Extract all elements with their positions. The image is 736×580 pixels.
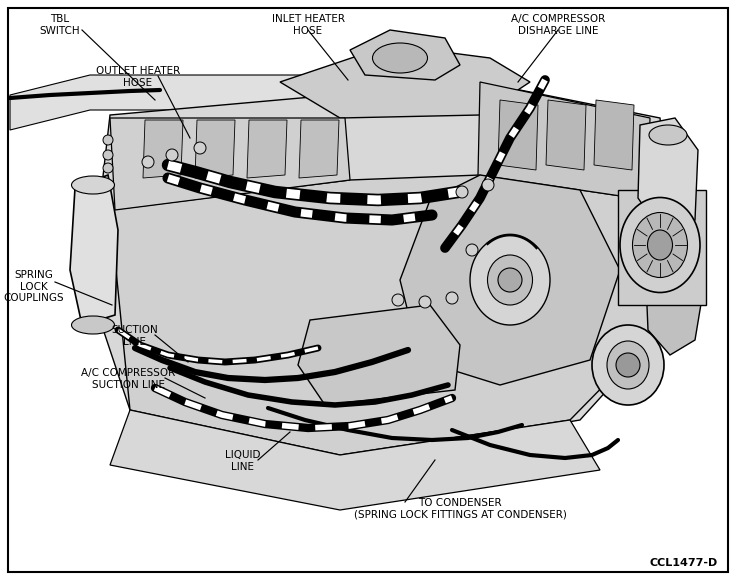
Ellipse shape: [649, 125, 687, 145]
Polygon shape: [110, 175, 678, 455]
Circle shape: [498, 268, 522, 292]
Ellipse shape: [607, 341, 649, 389]
Circle shape: [466, 244, 478, 256]
Text: LIQUID
LINE: LIQUID LINE: [225, 450, 261, 472]
Text: SUCTION
LINE: SUCTION LINE: [112, 325, 158, 347]
Ellipse shape: [487, 255, 533, 305]
Ellipse shape: [648, 230, 673, 260]
Circle shape: [419, 296, 431, 308]
Ellipse shape: [592, 325, 664, 405]
Circle shape: [446, 292, 458, 304]
Text: A/C COMPRESSOR
SUCTION LINE: A/C COMPRESSOR SUCTION LINE: [81, 368, 175, 390]
Ellipse shape: [372, 43, 428, 73]
Circle shape: [103, 150, 113, 160]
Polygon shape: [350, 30, 460, 80]
Bar: [618, 190, 706, 305]
Polygon shape: [280, 45, 530, 118]
Polygon shape: [594, 100, 634, 170]
Polygon shape: [110, 118, 350, 210]
Ellipse shape: [71, 316, 115, 334]
Polygon shape: [638, 118, 698, 230]
Circle shape: [456, 186, 468, 198]
Polygon shape: [400, 175, 620, 385]
Text: CCL1477-D: CCL1477-D: [650, 558, 718, 568]
Ellipse shape: [632, 212, 687, 277]
Circle shape: [103, 135, 113, 145]
Circle shape: [482, 179, 494, 191]
Polygon shape: [478, 82, 650, 200]
Text: SPRING
LOCK
COUPLINGS: SPRING LOCK COUPLINGS: [4, 270, 64, 303]
Polygon shape: [70, 175, 118, 325]
Polygon shape: [247, 120, 287, 178]
Polygon shape: [10, 75, 340, 130]
Circle shape: [103, 163, 113, 173]
Polygon shape: [298, 305, 460, 405]
Circle shape: [392, 294, 404, 306]
Polygon shape: [195, 120, 235, 178]
Polygon shape: [645, 200, 705, 355]
Circle shape: [166, 149, 178, 161]
Text: TO CONDENSER
(SPRING LOCK FITTINGS AT CONDENSER): TO CONDENSER (SPRING LOCK FITTINGS AT CO…: [353, 498, 567, 520]
Circle shape: [616, 353, 640, 377]
Polygon shape: [299, 120, 339, 178]
Ellipse shape: [470, 235, 550, 325]
Text: TBL
SWITCH: TBL SWITCH: [40, 14, 80, 35]
Circle shape: [194, 142, 206, 154]
Polygon shape: [110, 410, 600, 510]
Polygon shape: [143, 120, 183, 178]
Text: A/C COMPRESSOR
DISHARGE LINE: A/C COMPRESSOR DISHARGE LINE: [511, 14, 605, 35]
Text: INLET HEATER
HOSE: INLET HEATER HOSE: [272, 14, 344, 35]
Text: OUTLET HEATER
HOSE: OUTLET HEATER HOSE: [96, 66, 180, 88]
Ellipse shape: [620, 198, 700, 292]
Polygon shape: [90, 82, 680, 460]
Ellipse shape: [71, 176, 115, 194]
Polygon shape: [546, 100, 586, 170]
Polygon shape: [498, 100, 538, 170]
Circle shape: [142, 156, 154, 168]
